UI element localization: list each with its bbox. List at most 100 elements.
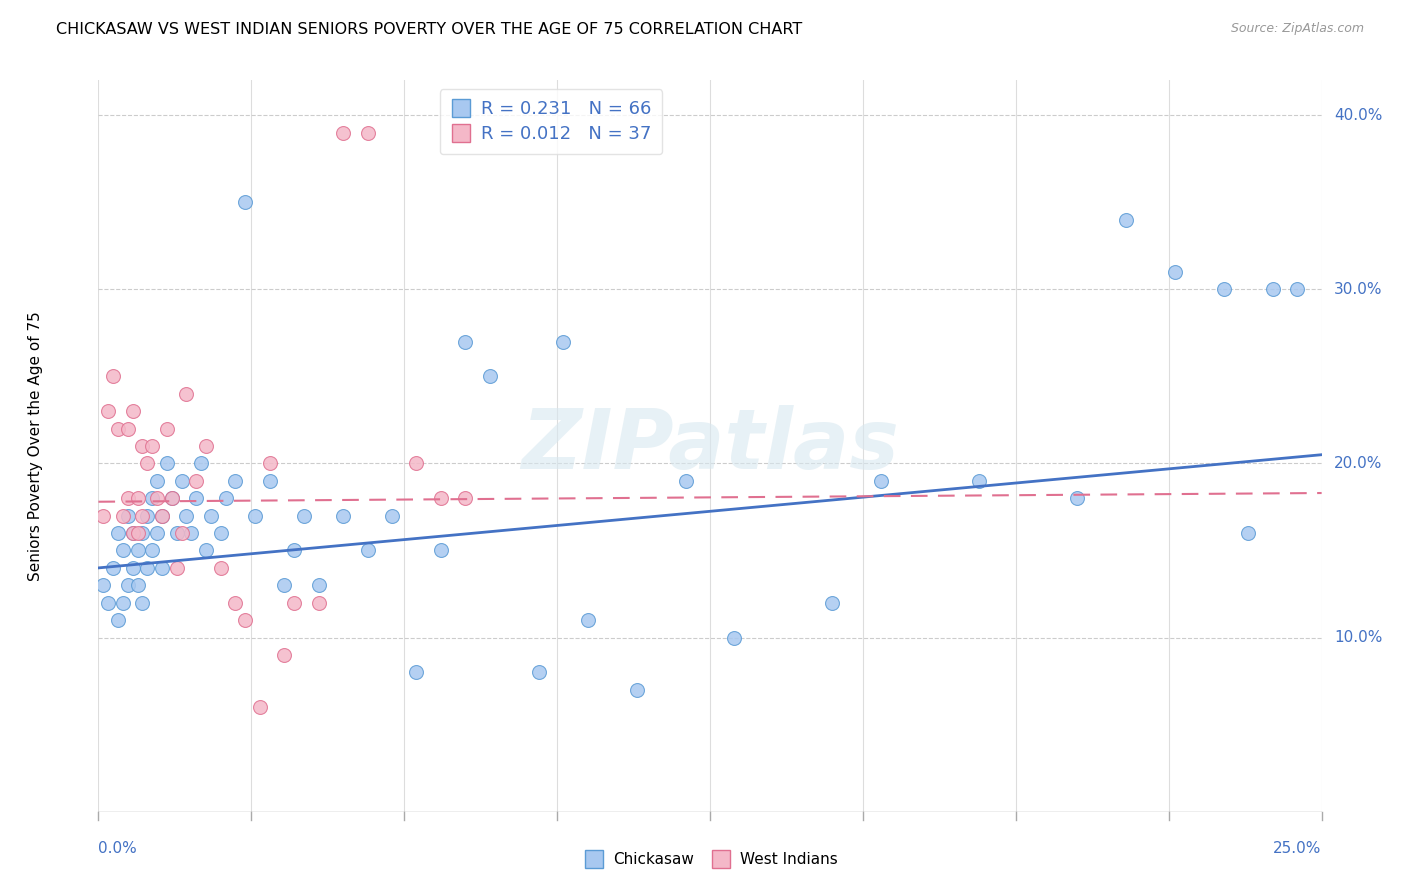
Point <box>870 474 893 488</box>
Point <box>170 526 193 541</box>
Point <box>166 561 188 575</box>
Point <box>160 491 183 506</box>
Point <box>454 491 477 506</box>
Point <box>117 421 139 435</box>
Point <box>107 526 129 541</box>
Point <box>273 578 295 592</box>
Point <box>117 491 139 506</box>
Point <box>146 474 169 488</box>
Point <box>308 578 330 592</box>
Point <box>454 334 477 349</box>
Point <box>967 474 990 488</box>
Point <box>97 596 120 610</box>
Point <box>146 491 169 506</box>
Text: 10.0%: 10.0% <box>1334 630 1382 645</box>
Point <box>259 457 281 471</box>
Point <box>136 508 159 523</box>
Point <box>141 439 163 453</box>
Point <box>626 682 648 697</box>
Point <box>127 578 149 592</box>
Text: 20.0%: 20.0% <box>1334 456 1382 471</box>
Point <box>107 613 129 627</box>
Point <box>214 491 236 506</box>
Point <box>675 474 697 488</box>
Text: 40.0%: 40.0% <box>1334 108 1382 122</box>
Point <box>91 508 114 523</box>
Point <box>136 457 159 471</box>
Point <box>127 491 149 506</box>
Point <box>292 508 315 523</box>
Point <box>553 334 575 349</box>
Point <box>121 526 143 541</box>
Legend: Chickasaw, West Indians: Chickasaw, West Indians <box>576 847 844 873</box>
Point <box>111 508 134 523</box>
Point <box>233 195 256 210</box>
Point <box>478 369 501 384</box>
Point <box>141 491 163 506</box>
Point <box>101 369 124 384</box>
Point <box>160 491 183 506</box>
Point <box>170 474 193 488</box>
Point <box>141 543 163 558</box>
Point <box>209 526 232 541</box>
Point <box>127 526 149 541</box>
Point <box>308 596 330 610</box>
Point <box>195 439 218 453</box>
Point <box>127 543 149 558</box>
Point <box>243 508 266 523</box>
Point <box>107 421 129 435</box>
Text: Seniors Poverty Over the Age of 75: Seniors Poverty Over the Age of 75 <box>28 311 44 581</box>
Point <box>131 439 153 453</box>
Text: CHICKASAW VS WEST INDIAN SENIORS POVERTY OVER THE AGE OF 75 CORRELATION CHART: CHICKASAW VS WEST INDIAN SENIORS POVERTY… <box>56 22 803 37</box>
Point <box>150 561 173 575</box>
Point <box>91 578 114 592</box>
Point <box>131 526 153 541</box>
Point <box>195 543 218 558</box>
Point <box>111 596 134 610</box>
Point <box>97 404 120 418</box>
Point <box>283 543 305 558</box>
Point <box>249 700 271 714</box>
Point <box>176 386 198 401</box>
Text: Source: ZipAtlas.com: Source: ZipAtlas.com <box>1230 22 1364 36</box>
Point <box>405 665 427 680</box>
Point <box>209 561 232 575</box>
Point <box>356 543 378 558</box>
Point <box>101 561 124 575</box>
Point <box>723 631 745 645</box>
Point <box>273 648 295 662</box>
Point <box>117 578 139 592</box>
Point <box>283 596 305 610</box>
Point <box>166 526 188 541</box>
Point <box>332 126 354 140</box>
Point <box>1286 282 1309 296</box>
Point <box>1237 526 1260 541</box>
Point <box>224 596 246 610</box>
Point <box>146 526 169 541</box>
Point <box>1115 212 1137 227</box>
Point <box>121 561 143 575</box>
Point <box>259 474 281 488</box>
Point <box>356 126 378 140</box>
Point <box>121 526 143 541</box>
Point <box>150 508 173 523</box>
Point <box>131 596 153 610</box>
Point <box>156 421 179 435</box>
Point <box>200 508 222 523</box>
Point <box>180 526 202 541</box>
Point <box>136 561 159 575</box>
Point <box>224 474 246 488</box>
Point <box>1261 282 1284 296</box>
Point <box>131 508 153 523</box>
Point <box>233 613 256 627</box>
Point <box>430 543 453 558</box>
Point <box>821 596 844 610</box>
Point <box>430 491 453 506</box>
Point <box>111 543 134 558</box>
Point <box>381 508 404 523</box>
Point <box>150 508 173 523</box>
Point <box>186 491 208 506</box>
Text: 30.0%: 30.0% <box>1334 282 1382 297</box>
Text: 0.0%: 0.0% <box>98 841 138 856</box>
Point <box>1164 265 1187 279</box>
